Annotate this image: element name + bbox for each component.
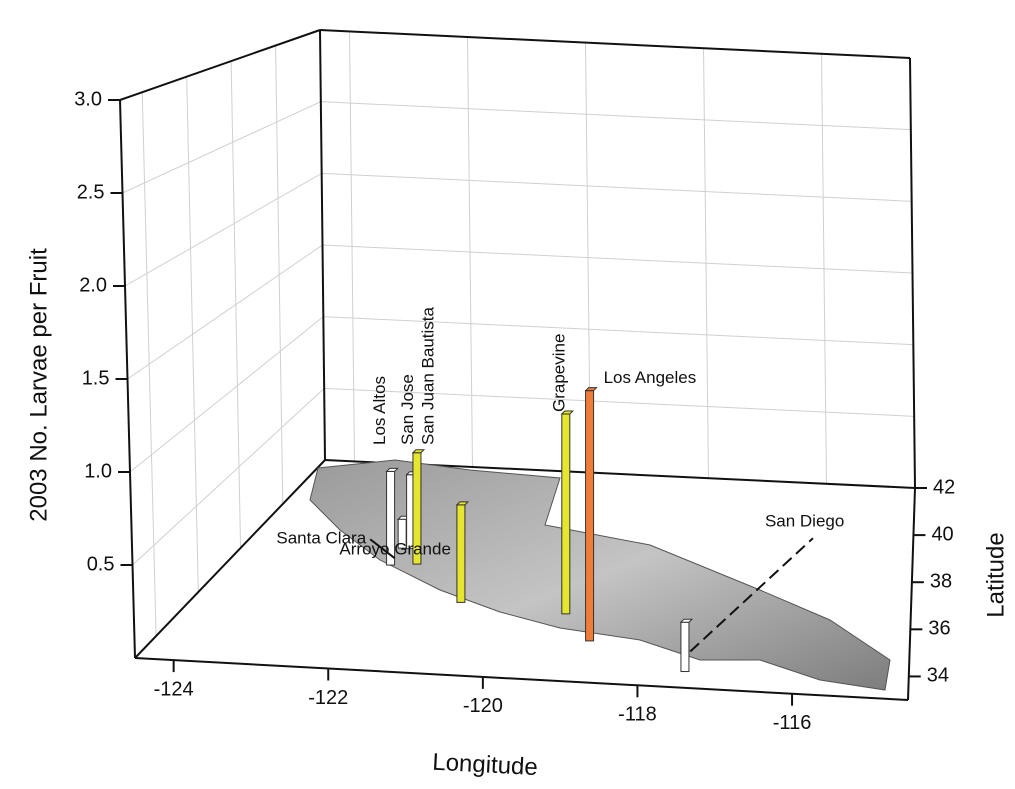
site-label: San Jose: [398, 374, 417, 445]
site-label: Grapevine: [549, 334, 568, 412]
x-axis-label: Longitude: [432, 749, 539, 781]
x-tick-label: -116: [773, 712, 812, 734]
z-tick-label: 3.0: [74, 88, 102, 110]
y-tick-label: 36: [928, 618, 950, 640]
y-axis-label: Latitude: [982, 532, 1009, 617]
z-tick-label: 1.0: [84, 460, 112, 482]
y-tick-label: 40: [931, 523, 953, 545]
axis-edge: [908, 488, 915, 700]
bar: [457, 505, 465, 603]
site-label: San Juan Bautista: [418, 306, 437, 445]
bar: [586, 391, 594, 641]
z-tick-label: 0.5: [87, 553, 115, 575]
y-tick-label: 42: [933, 476, 955, 498]
x-tick-label: -118: [618, 704, 657, 726]
x-tick-label: -122: [308, 687, 348, 709]
x-tick-label: -124: [154, 678, 194, 700]
left-wall: [120, 30, 325, 658]
bar: [681, 622, 689, 671]
y-tick-label: 34: [927, 665, 949, 687]
site-label: Los Angeles: [604, 368, 697, 387]
z-axis-label: 2003 No. Larvae per Fruit: [25, 248, 52, 522]
z-tick-label: 1.5: [82, 367, 110, 389]
z-tick-label: 2.5: [77, 181, 105, 203]
chart: 2003 No. Larvae per Fruit Longitude Lati…: [0, 0, 1015, 789]
z-tick-label: 2.0: [79, 274, 107, 296]
bar: [562, 414, 570, 614]
site-label: Arroyo Grande: [339, 539, 451, 558]
california-map: [310, 460, 890, 690]
y-tick-label: 38: [930, 571, 952, 593]
x-tick-label: -120: [463, 695, 503, 717]
site-label: San Diego: [765, 512, 844, 531]
site-label: Los Altos: [370, 376, 389, 445]
